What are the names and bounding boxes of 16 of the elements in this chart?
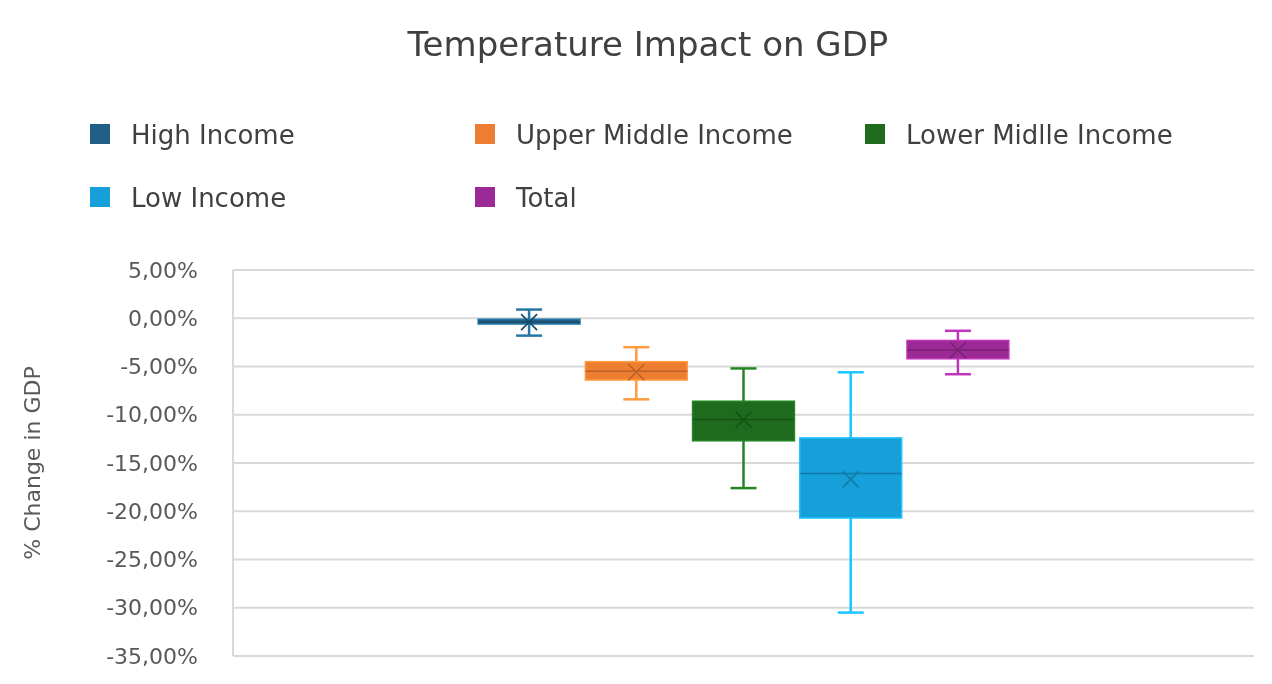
legend-label: Total [515,183,577,213]
y-tick-label: -5,00% [120,354,198,379]
y-axis-title: % Change in GDP [20,366,45,560]
y-tick-label: -25,00% [106,547,198,572]
legend-label: High Income [131,120,295,150]
chart-title: Temperature Impact on GDP [406,24,889,64]
legend-label: Low Income [131,183,287,213]
legend-label: Upper Middle Income [516,120,793,150]
y-tick-label: 5,00% [128,257,198,283]
y-tick-label: -30,00% [106,595,198,621]
y-tick-label: -10,00% [106,402,198,428]
legend-label: Lower Midlle Income [906,120,1173,150]
y-tick-label: -20,00% [106,498,198,524]
y-tick-label: -35,00% [106,643,198,669]
y-tick-label: 0,00% [128,305,198,331]
y-tick-label: -15,00% [106,450,198,476]
